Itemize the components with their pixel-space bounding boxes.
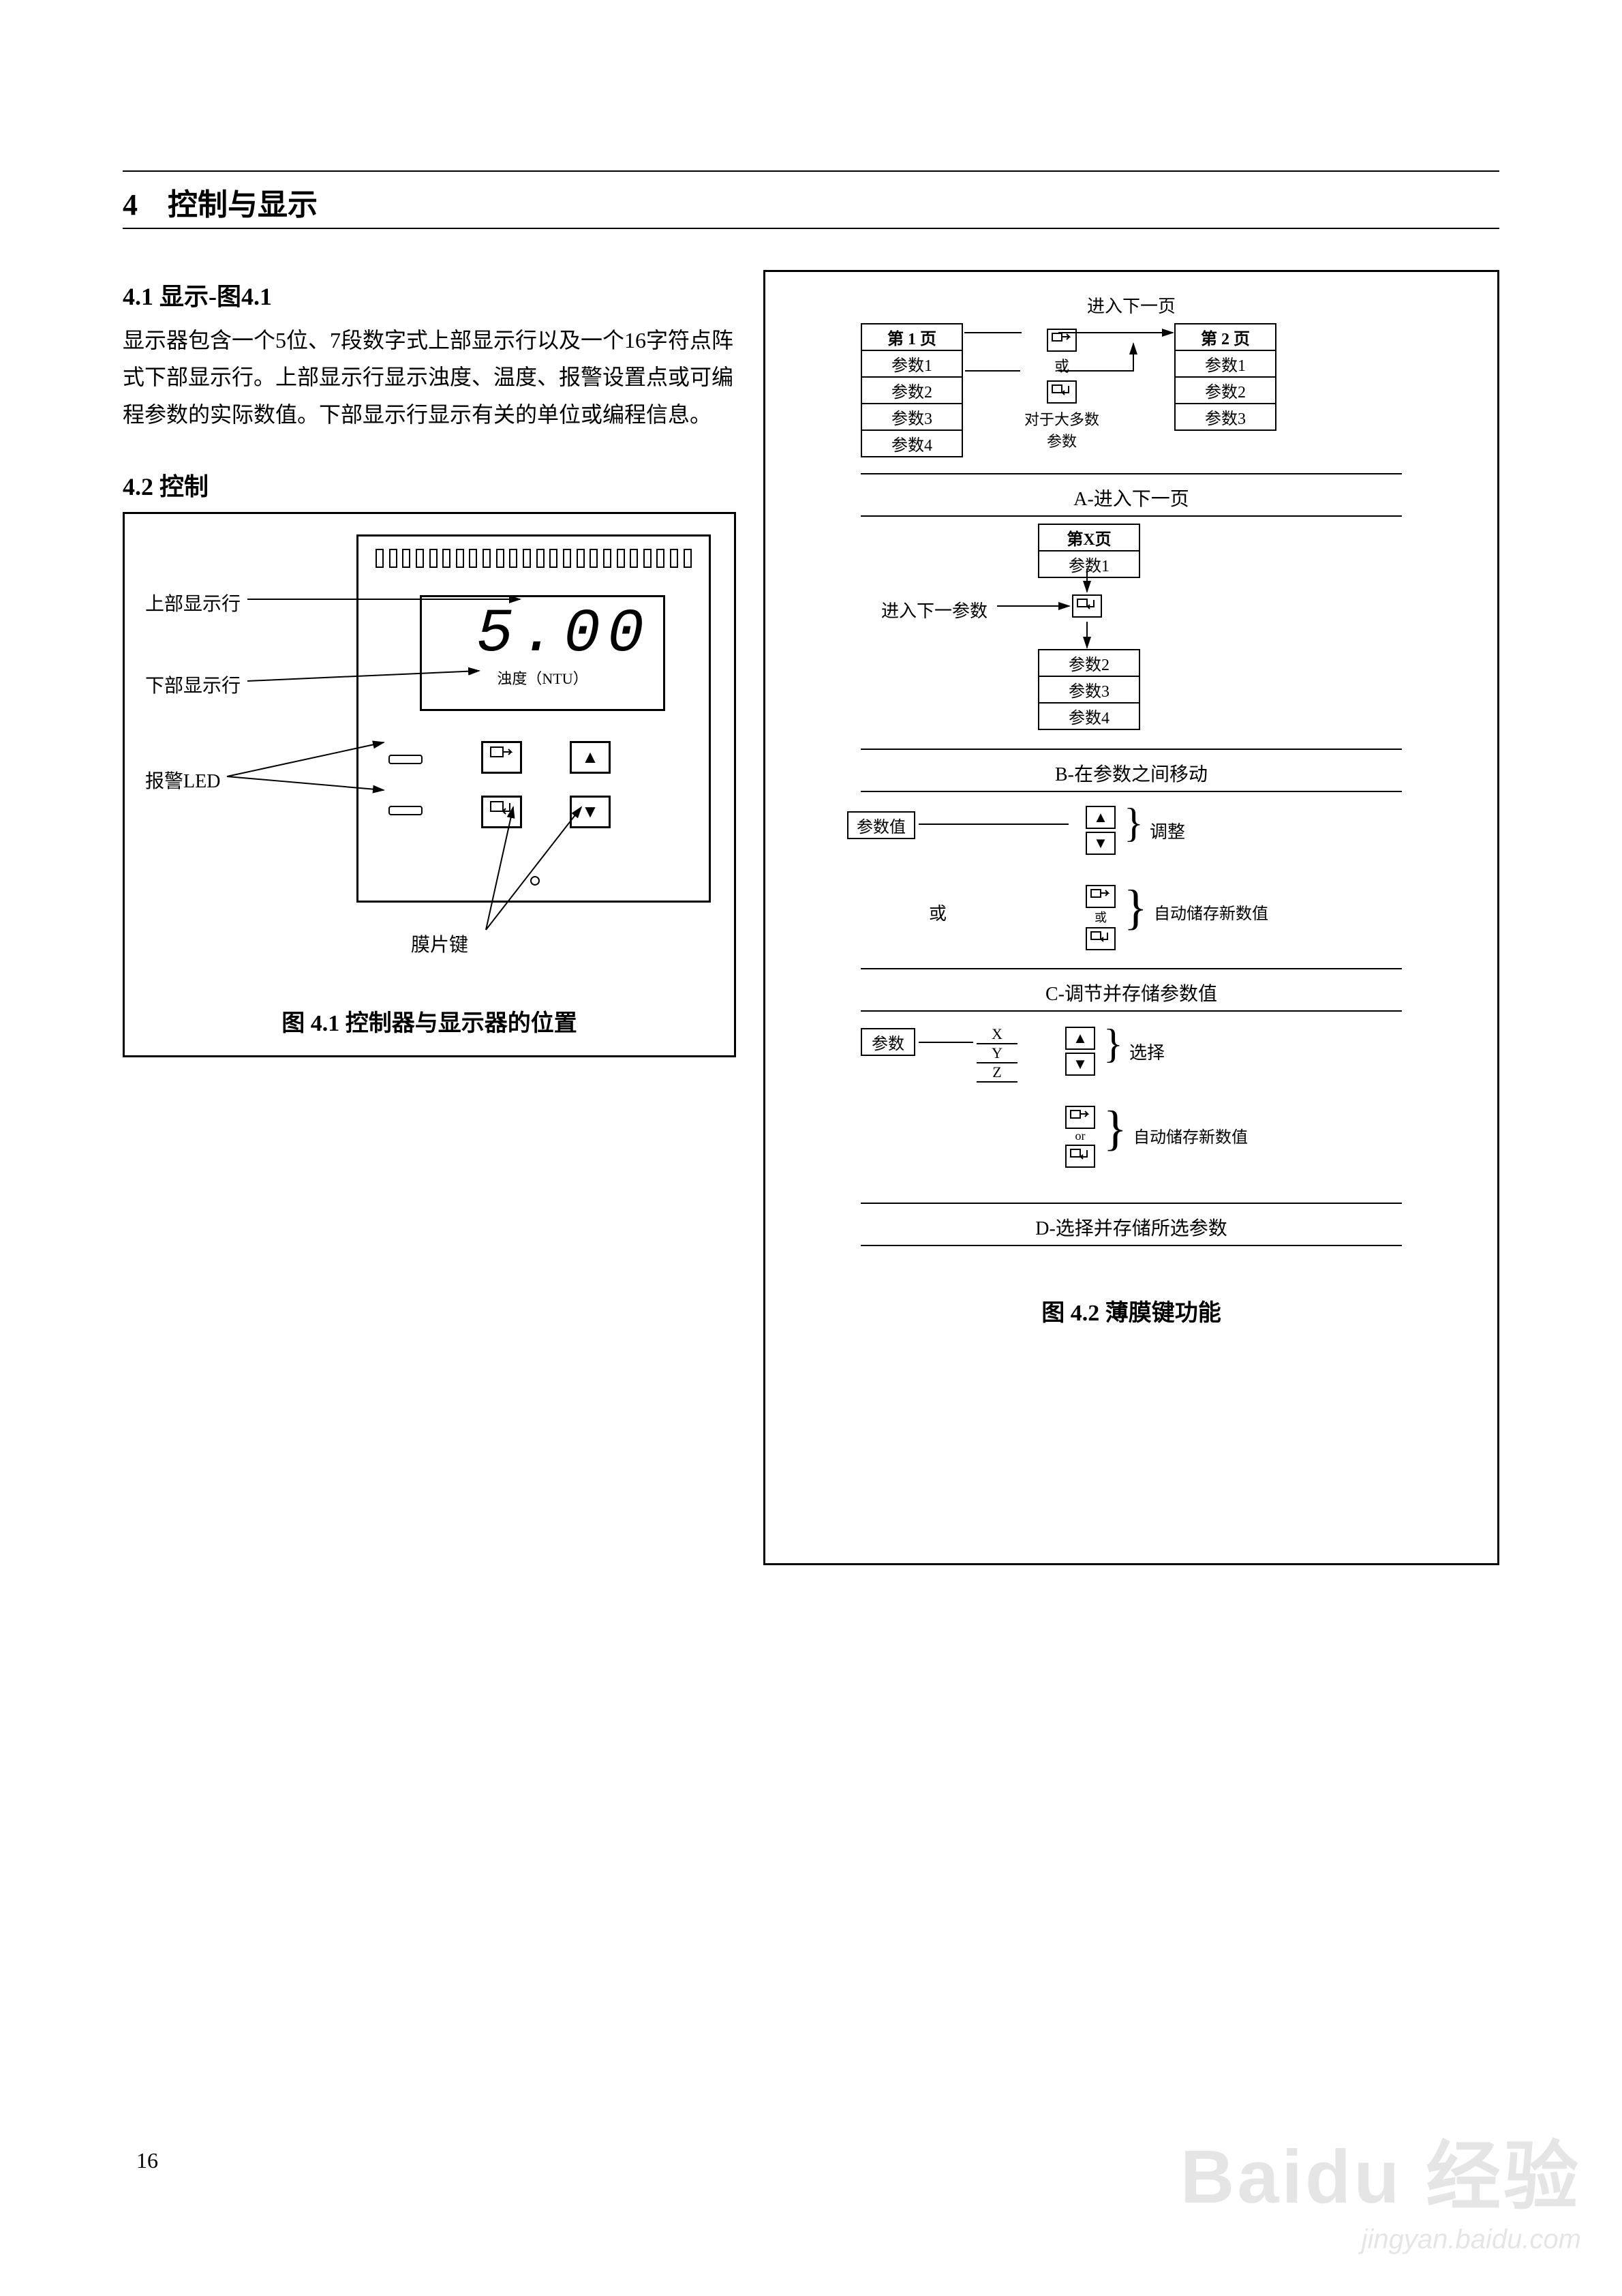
- secA-page2: 第 2 页: [1174, 323, 1276, 351]
- secA-enter-btn[interactable]: [1047, 380, 1077, 404]
- secD-down-btn[interactable]: ▼: [1065, 1053, 1095, 1076]
- figure-4-1: 5.00 浊度（NTU） ▲ ▼ 上部显示行 下部显示行 报警LED: [123, 512, 736, 1057]
- up-button[interactable]: ▲: [570, 741, 611, 774]
- secD-up-btn[interactable]: ▲: [1065, 1027, 1095, 1050]
- page-button[interactable]: [481, 741, 522, 774]
- label-upper-display: 上部显示行: [145, 589, 241, 616]
- alarm-led-2: [388, 806, 423, 815]
- top-rule: [123, 170, 1499, 172]
- secA-p3: 参数3: [861, 404, 963, 431]
- secD-title: D-选择并存储所选参数: [793, 1213, 1470, 1241]
- secC-title: C-调节并存储参数值: [793, 979, 1470, 1006]
- secC-down-btn[interactable]: ▼: [1086, 832, 1116, 855]
- device-panel: 5.00 浊度（NTU） ▲ ▼: [356, 534, 711, 903]
- secD-line: [919, 1042, 973, 1043]
- heading-4-1: 4.1 显示-图4.1: [123, 277, 736, 312]
- secD-select: 选择: [1129, 1039, 1165, 1064]
- secB-p2: 参数2: [1038, 649, 1140, 677]
- header-title: 控制与显示: [168, 188, 318, 222]
- secC-autosave: 自动储存新数值: [1154, 900, 1268, 924]
- secC-brace1: }: [1124, 809, 1144, 837]
- panel-ticks: [375, 549, 692, 568]
- secC-or-small: 或: [1086, 908, 1116, 926]
- secC-line: [919, 824, 1069, 825]
- secD-X: X: [977, 1025, 1017, 1044]
- secA-most: 对于大多数 参数: [1024, 408, 1099, 451]
- lcd-display: 5.00 浊度（NTU）: [420, 595, 665, 711]
- watermark: Baidu 经验 jingyan.baidu.com: [1180, 2115, 1581, 2255]
- secA-or: 或: [1024, 354, 1099, 376]
- label-lower-display: 下部显示行: [145, 671, 241, 698]
- secD-brace1: }: [1103, 1029, 1123, 1058]
- secA-title: A-进入下一页: [793, 484, 1470, 511]
- figure-4-2: 进入下一页 第 1 页 参数1 参数2 参数3 参数4 或 对于大多数 参数: [763, 270, 1499, 1565]
- secD-Y: Y: [977, 1044, 1017, 1063]
- o-mark: [530, 876, 540, 886]
- secA-2p2: 参数2: [1174, 378, 1276, 404]
- secC-up-btn[interactable]: ▲: [1086, 806, 1116, 829]
- secD-param: 参数: [861, 1028, 915, 1056]
- body-4-1: 显示器包含一个5位、7段数字式上部显示行以及一个16字符点阵式下部显示行。上部显…: [123, 322, 736, 433]
- page-number: 16: [136, 2148, 158, 2173]
- secA-page-btn[interactable]: [1047, 329, 1077, 352]
- secC-param-value: 参数值: [847, 811, 915, 839]
- fig41-caption: 图 4.1 控制器与显示器的位置: [125, 1004, 734, 1038]
- secB-p3: 参数3: [1038, 677, 1140, 704]
- secD-or: or: [1065, 1129, 1095, 1143]
- secD-Z: Z: [977, 1063, 1017, 1083]
- secA-enter-next: 进入下一页: [793, 292, 1470, 318]
- label-membrane-keys: 膜片键: [411, 930, 468, 957]
- secA-p4: 参数4: [861, 431, 963, 457]
- section-header: 4 控制与显示: [123, 180, 1499, 229]
- secB-enter-btn[interactable]: [1072, 594, 1102, 618]
- fig42-caption: 图 4.2 薄膜键功能: [793, 1294, 1470, 1327]
- lcd-upper-value: 5.00: [422, 597, 663, 669]
- secA-p2: 参数2: [861, 378, 963, 404]
- secC-page-btn[interactable]: [1086, 885, 1116, 908]
- secC-or: 或: [929, 900, 947, 925]
- secD-brace2: }: [1103, 1111, 1127, 1145]
- lcd-lower-unit: 浊度（NTU）: [422, 667, 663, 689]
- secC-adjust: 调整: [1150, 818, 1185, 843]
- secA-page1: 第 1 页: [861, 323, 963, 351]
- secB-next-param: 进入下一参数: [881, 597, 988, 622]
- secB-title: B-在参数之间移动: [793, 759, 1470, 787]
- secC-enter-btn[interactable]: [1086, 927, 1116, 950]
- label-alarm-led: 报警LED: [145, 766, 220, 794]
- secD-page-btn[interactable]: [1065, 1106, 1095, 1129]
- secC-brace2: }: [1124, 890, 1148, 924]
- secB-p1: 参数1: [1038, 552, 1140, 578]
- secA-2p1: 参数1: [1174, 351, 1276, 378]
- heading-4-2: 4.2 控制: [123, 467, 736, 502]
- secA-2p3: 参数3: [1174, 404, 1276, 431]
- alarm-led-1: [388, 755, 423, 764]
- secB-p4: 参数4: [1038, 704, 1140, 730]
- secD-autosave: 自动储存新数值: [1133, 1123, 1248, 1147]
- watermark-big: Baidu 经验: [1180, 2115, 1581, 2224]
- watermark-small: jingyan.baidu.com: [1180, 2224, 1581, 2255]
- secA-p1: 参数1: [861, 351, 963, 378]
- secD-enter-btn[interactable]: [1065, 1145, 1095, 1168]
- enter-button[interactable]: [481, 796, 522, 828]
- secB-pageX: 第X页: [1038, 524, 1140, 552]
- down-button[interactable]: ▼: [570, 796, 611, 828]
- header-num: 4: [123, 188, 138, 222]
